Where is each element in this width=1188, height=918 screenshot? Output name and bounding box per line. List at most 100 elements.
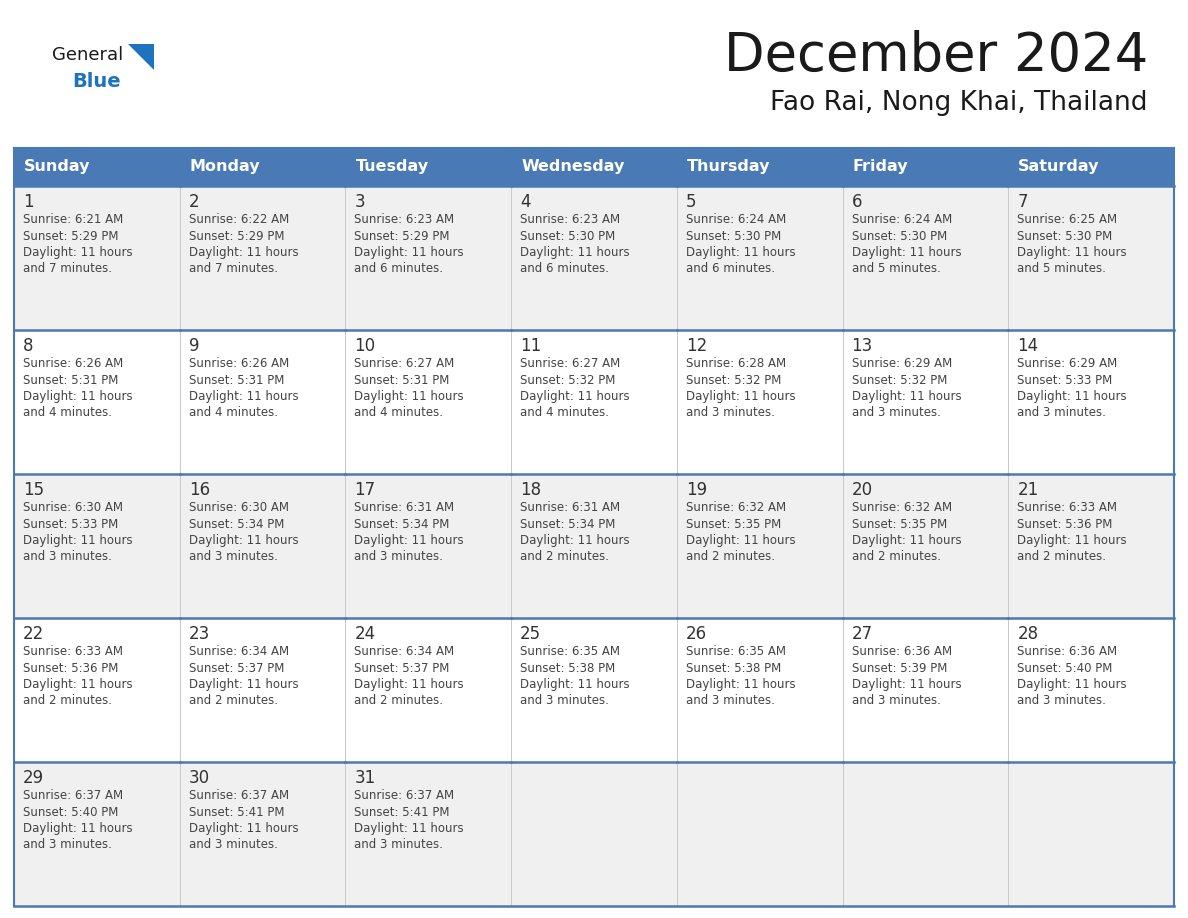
Text: 6: 6 [852, 193, 862, 211]
Text: Sunset: 5:34 PM: Sunset: 5:34 PM [189, 518, 284, 531]
Text: Sunset: 5:40 PM: Sunset: 5:40 PM [23, 805, 119, 819]
Text: and 3 minutes.: and 3 minutes. [23, 838, 112, 852]
Text: and 3 minutes.: and 3 minutes. [189, 838, 278, 852]
Text: Daylight: 11 hours: Daylight: 11 hours [354, 390, 465, 403]
Text: Sunset: 5:35 PM: Sunset: 5:35 PM [685, 518, 781, 531]
Text: Sunset: 5:40 PM: Sunset: 5:40 PM [1017, 662, 1113, 675]
Bar [842, 148, 1009, 186]
Text: Daylight: 11 hours: Daylight: 11 hours [354, 534, 465, 547]
Text: 16: 16 [189, 481, 210, 499]
Text: Daylight: 11 hours: Daylight: 11 hours [520, 246, 630, 259]
Bar [346, 148, 511, 186]
Bar [511, 618, 677, 762]
Text: Sunset: 5:35 PM: Sunset: 5:35 PM [852, 518, 947, 531]
Bar [1009, 186, 1174, 330]
Text: Daylight: 11 hours: Daylight: 11 hours [685, 678, 796, 691]
Text: 11: 11 [520, 337, 542, 355]
Text: and 6 minutes.: and 6 minutes. [354, 263, 443, 275]
Text: Sunset: 5:31 PM: Sunset: 5:31 PM [354, 374, 450, 386]
Text: 9: 9 [189, 337, 200, 355]
Text: 1: 1 [23, 193, 33, 211]
Text: Sunset: 5:36 PM: Sunset: 5:36 PM [1017, 518, 1113, 531]
Bar [677, 330, 842, 474]
Bar [346, 474, 511, 618]
Text: Sunset: 5:30 PM: Sunset: 5:30 PM [1017, 230, 1112, 242]
Text: Blue: Blue [72, 72, 121, 91]
Bar [677, 618, 842, 762]
Text: General: General [52, 46, 124, 64]
Text: Sunrise: 6:35 AM: Sunrise: 6:35 AM [685, 645, 785, 658]
Text: and 6 minutes.: and 6 minutes. [520, 263, 609, 275]
Text: Sunset: 5:30 PM: Sunset: 5:30 PM [852, 230, 947, 242]
Bar [842, 762, 1009, 906]
Bar [179, 148, 346, 186]
Bar [179, 618, 346, 762]
Text: Sunset: 5:29 PM: Sunset: 5:29 PM [354, 230, 450, 242]
Text: Sunset: 5:30 PM: Sunset: 5:30 PM [520, 230, 615, 242]
Text: Sunrise: 6:29 AM: Sunrise: 6:29 AM [852, 357, 952, 370]
Text: Fao Rai, Nong Khai, Thailand: Fao Rai, Nong Khai, Thailand [771, 90, 1148, 116]
Text: Daylight: 11 hours: Daylight: 11 hours [852, 390, 961, 403]
Text: Sunrise: 6:34 AM: Sunrise: 6:34 AM [354, 645, 455, 658]
Text: Sunrise: 6:31 AM: Sunrise: 6:31 AM [354, 501, 455, 514]
Text: Daylight: 11 hours: Daylight: 11 hours [354, 822, 465, 835]
Text: Sunset: 5:38 PM: Sunset: 5:38 PM [520, 662, 615, 675]
Text: and 2 minutes.: and 2 minutes. [23, 695, 112, 708]
Text: and 3 minutes.: and 3 minutes. [1017, 695, 1106, 708]
Text: Sunset: 5:31 PM: Sunset: 5:31 PM [189, 374, 284, 386]
Text: 20: 20 [852, 481, 873, 499]
Text: Sunrise: 6:36 AM: Sunrise: 6:36 AM [852, 645, 952, 658]
Text: 24: 24 [354, 625, 375, 643]
Text: Thursday: Thursday [687, 160, 770, 174]
Text: Tuesday: Tuesday [355, 160, 429, 174]
Text: Daylight: 11 hours: Daylight: 11 hours [685, 390, 796, 403]
Bar [346, 330, 511, 474]
Text: 5: 5 [685, 193, 696, 211]
Text: Sunrise: 6:28 AM: Sunrise: 6:28 AM [685, 357, 786, 370]
Text: 12: 12 [685, 337, 707, 355]
Text: and 2 minutes.: and 2 minutes. [189, 695, 278, 708]
Text: Sunset: 5:34 PM: Sunset: 5:34 PM [354, 518, 450, 531]
Text: Sunrise: 6:29 AM: Sunrise: 6:29 AM [1017, 357, 1118, 370]
Text: Daylight: 11 hours: Daylight: 11 hours [354, 246, 465, 259]
Bar [346, 618, 511, 762]
Text: and 5 minutes.: and 5 minutes. [852, 263, 941, 275]
Text: Daylight: 11 hours: Daylight: 11 hours [852, 534, 961, 547]
Bar [179, 474, 346, 618]
Text: and 3 minutes.: and 3 minutes. [1017, 407, 1106, 420]
Bar [14, 762, 179, 906]
Text: Sunrise: 6:32 AM: Sunrise: 6:32 AM [685, 501, 786, 514]
Text: Daylight: 11 hours: Daylight: 11 hours [1017, 678, 1127, 691]
Bar [511, 148, 677, 186]
Text: Daylight: 11 hours: Daylight: 11 hours [23, 678, 133, 691]
Text: Sunset: 5:37 PM: Sunset: 5:37 PM [189, 662, 284, 675]
Text: Sunday: Sunday [24, 160, 90, 174]
Text: Sunset: 5:41 PM: Sunset: 5:41 PM [354, 805, 450, 819]
Text: Sunrise: 6:24 AM: Sunrise: 6:24 AM [685, 213, 786, 226]
Text: Sunset: 5:38 PM: Sunset: 5:38 PM [685, 662, 781, 675]
Text: and 2 minutes.: and 2 minutes. [354, 695, 443, 708]
Text: Sunrise: 6:34 AM: Sunrise: 6:34 AM [189, 645, 289, 658]
Text: Daylight: 11 hours: Daylight: 11 hours [23, 390, 133, 403]
Text: and 5 minutes.: and 5 minutes. [1017, 263, 1106, 275]
Text: 29: 29 [23, 769, 44, 787]
Bar [842, 330, 1009, 474]
Text: Sunrise: 6:33 AM: Sunrise: 6:33 AM [1017, 501, 1117, 514]
Text: Sunset: 5:30 PM: Sunset: 5:30 PM [685, 230, 781, 242]
Bar [842, 474, 1009, 618]
Text: Daylight: 11 hours: Daylight: 11 hours [685, 534, 796, 547]
Text: 30: 30 [189, 769, 210, 787]
Text: Sunset: 5:34 PM: Sunset: 5:34 PM [520, 518, 615, 531]
Text: Daylight: 11 hours: Daylight: 11 hours [520, 534, 630, 547]
Text: Sunrise: 6:21 AM: Sunrise: 6:21 AM [23, 213, 124, 226]
Text: Daylight: 11 hours: Daylight: 11 hours [1017, 534, 1127, 547]
Text: and 6 minutes.: and 6 minutes. [685, 263, 775, 275]
Text: and 7 minutes.: and 7 minutes. [23, 263, 112, 275]
Text: 27: 27 [852, 625, 873, 643]
Text: Sunrise: 6:30 AM: Sunrise: 6:30 AM [189, 501, 289, 514]
Text: and 7 minutes.: and 7 minutes. [189, 263, 278, 275]
Bar [14, 474, 179, 618]
Text: Sunrise: 6:27 AM: Sunrise: 6:27 AM [520, 357, 620, 370]
Bar [677, 186, 842, 330]
Text: 17: 17 [354, 481, 375, 499]
